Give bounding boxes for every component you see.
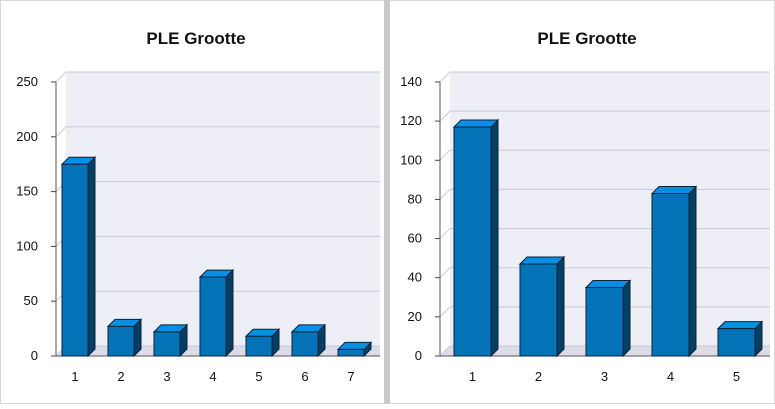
bar-front [337,348,365,357]
y-tick-label: 250 [16,74,38,89]
bar-front [291,331,319,357]
gridline [439,149,770,161]
x-tick-label: 4 [667,369,674,384]
gridline [55,71,380,83]
x-tick-label: 2 [117,369,124,384]
bar [152,323,189,358]
bar-side [622,279,631,358]
bar-side [556,255,565,358]
y-tick-label: 80 [408,191,422,206]
gridline [439,110,770,122]
bar-front [651,193,690,357]
y-tick-label: 60 [408,231,422,246]
y-tick-label: 40 [408,270,422,285]
bar-side [87,155,96,358]
bar-top [716,321,764,330]
y-tick-label: 120 [400,113,422,128]
bar [452,118,500,358]
bar [290,323,327,358]
plot-area: 0 50 100 150 200 250 1 2 3 4 5 6 7 [16,71,380,384]
x-tick-label: 4 [209,369,216,384]
bar-front [245,335,273,357]
bar-top [452,119,500,128]
bar-top [518,256,566,265]
bar-front [107,325,135,357]
x-tick-label: 5 [733,369,740,384]
bar [244,328,281,358]
bar [716,320,764,358]
plot-area: 0 20 40 60 80 100 120 140 1 2 3 4 5 [400,71,770,384]
bar [518,255,566,358]
y-tick-label: 50 [24,293,38,308]
gridline [439,71,770,83]
chart-panel-left: PLE Grootte 0 50 100 150 200 250 1 2 3 4 5 6 7 [16,29,380,384]
y-tick-label: 100 [16,238,38,253]
x-tick-label: 5 [255,369,262,384]
bar-top [584,280,632,288]
bar-top [650,186,698,195]
bar [584,279,632,358]
y-tick-label: 0 [31,348,38,363]
bar [60,155,97,358]
chart-title: PLE Grootte [537,29,636,48]
x-tick-label: 7 [347,369,354,384]
x-tick-label: 1 [71,369,78,384]
x-tick-label: 6 [301,369,308,384]
bar [650,185,698,358]
y-tick-label: 150 [16,184,38,199]
x-tick-label: 2 [535,369,542,384]
bar-front [717,328,756,357]
bar-front [585,287,624,357]
bar-side [225,268,234,358]
y-tick-label: 200 [16,129,38,144]
chart-title: PLE Grootte [146,29,245,48]
panel-separator [384,0,390,404]
y-tick-label: 100 [400,152,422,167]
y-tick-label: 20 [408,309,422,324]
bar-front [453,126,492,357]
bar [106,318,143,358]
bar-side [688,185,697,358]
bar-front [199,276,227,357]
bar-side [490,118,499,358]
bar-front [61,163,89,357]
y-tick-label: 0 [415,348,422,363]
bar-front [153,331,181,357]
chart-panel-right: PLE Grootte 0 20 40 60 80 100 120 140 1 2 3 4 5 [400,29,770,384]
y-tick-label: 140 [400,74,422,89]
bar-front [519,263,558,357]
bar [198,268,235,358]
x-tick-label: 3 [601,369,608,384]
bar [336,341,373,358]
x-tick-label: 3 [163,369,170,384]
gridline [55,126,380,138]
x-tick-label: 1 [469,369,476,384]
